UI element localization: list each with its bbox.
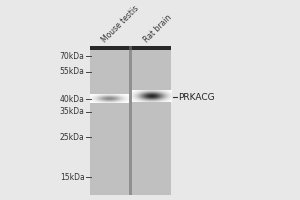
Text: Rat brain: Rat brain xyxy=(142,13,174,45)
Bar xyxy=(90,46,129,50)
Bar xyxy=(129,46,132,50)
Text: 35kDa: 35kDa xyxy=(60,107,85,116)
Text: PRKACG: PRKACG xyxy=(178,93,215,102)
Text: 25kDa: 25kDa xyxy=(60,133,85,142)
Text: 70kDa: 70kDa xyxy=(60,52,85,61)
Text: 40kDa: 40kDa xyxy=(60,95,85,104)
Bar xyxy=(129,49,132,195)
Text: Mouse testis: Mouse testis xyxy=(100,4,141,45)
Text: 15kDa: 15kDa xyxy=(60,173,85,182)
Bar xyxy=(132,46,171,50)
Text: 55kDa: 55kDa xyxy=(60,67,85,76)
Bar xyxy=(132,49,171,195)
Bar xyxy=(90,49,129,195)
